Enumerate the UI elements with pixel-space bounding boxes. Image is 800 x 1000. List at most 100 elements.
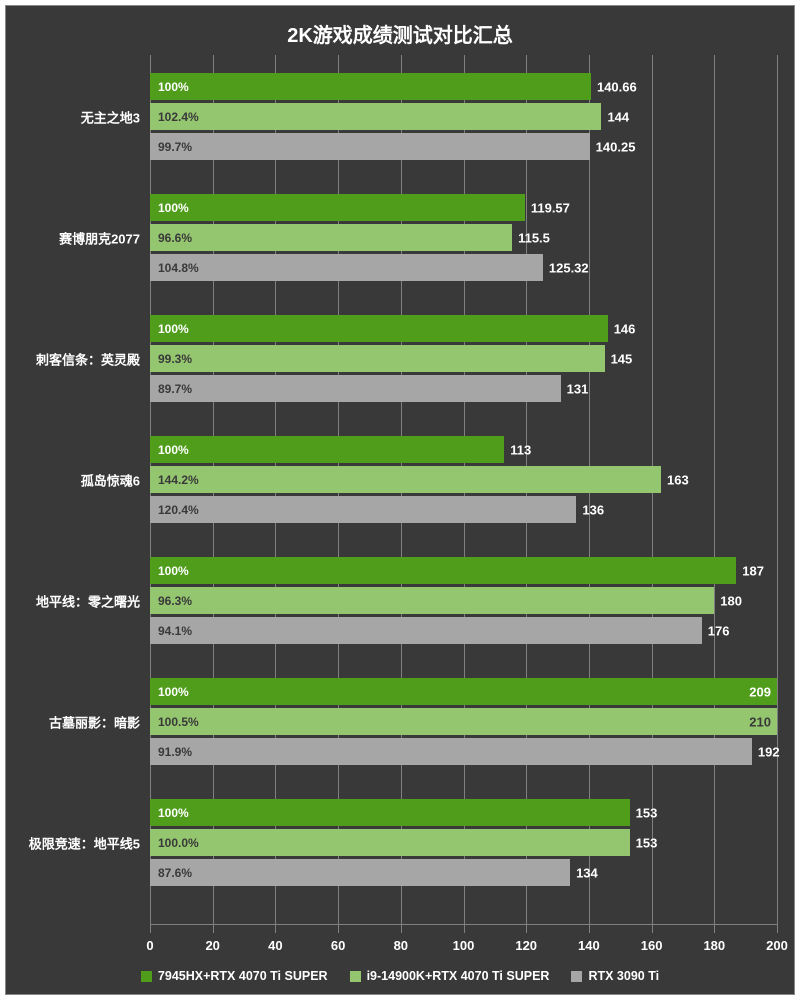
gridline bbox=[714, 55, 715, 925]
bar-value-label: 187 bbox=[742, 563, 764, 578]
bar-percent-label: 91.9% bbox=[158, 745, 192, 759]
bar-value-label: 180 bbox=[720, 593, 742, 608]
x-tick bbox=[150, 925, 151, 933]
bar: 87.6%134 bbox=[150, 859, 570, 886]
bar-value-label: 163 bbox=[667, 472, 689, 487]
bar-percent-label: 99.7% bbox=[158, 140, 192, 154]
x-tick bbox=[777, 925, 778, 933]
gridline bbox=[777, 55, 778, 925]
legend-label: RTX 3090 Ti bbox=[588, 969, 659, 983]
bar-percent-label: 104.8% bbox=[158, 261, 199, 275]
bar: 99.7%140.25 bbox=[150, 133, 590, 160]
x-axis-label: 0 bbox=[146, 938, 153, 953]
x-axis-label: 40 bbox=[268, 938, 282, 953]
category-label: 古墓丽影：暗影 bbox=[49, 712, 140, 731]
bar-value-label: 131 bbox=[567, 381, 589, 396]
x-tick bbox=[589, 925, 590, 933]
chart-title: 2K游戏成绩测试对比汇总 bbox=[5, 19, 795, 48]
bar: 104.8%125.32 bbox=[150, 254, 543, 281]
bar: 100.0%153 bbox=[150, 829, 630, 856]
x-axis-label: 20 bbox=[205, 938, 219, 953]
x-axis-label: 120 bbox=[515, 938, 537, 953]
bar-percent-label: 120.4% bbox=[158, 503, 199, 517]
bar-value-label: 153 bbox=[636, 835, 658, 850]
bar-percent-label: 100% bbox=[158, 564, 189, 578]
plot-area: 020406080100120140160180200无主之地3100%140.… bbox=[150, 55, 777, 925]
bar-percent-label: 87.6% bbox=[158, 866, 192, 880]
bar: 100%113 bbox=[150, 436, 504, 463]
bar-value-label: 153 bbox=[636, 805, 658, 820]
category-label: 极限竞速：地平线5 bbox=[29, 833, 140, 852]
bar-percent-label: 89.7% bbox=[158, 382, 192, 396]
bar-value-label: 144 bbox=[607, 109, 629, 124]
x-tick bbox=[213, 925, 214, 933]
bar-value-label: 176 bbox=[708, 623, 730, 638]
bar: 100% 209 bbox=[150, 678, 777, 705]
bar: 91.9%192 bbox=[150, 738, 752, 765]
bar-percent-label: 102.4% bbox=[158, 110, 199, 124]
x-tick bbox=[464, 925, 465, 933]
bar-percent-label: 100% bbox=[158, 201, 189, 215]
x-tick bbox=[526, 925, 527, 933]
x-axis-label: 160 bbox=[641, 938, 663, 953]
bar-value-label: 145 bbox=[611, 351, 633, 366]
legend-label: i9-14900K+RTX 4070 Ti SUPER bbox=[367, 969, 550, 983]
bar: 120.4%136 bbox=[150, 496, 576, 523]
x-axis-label: 180 bbox=[703, 938, 725, 953]
bar: 100.5% 210 bbox=[150, 708, 777, 735]
legend-item: 7945HX+RTX 4070 Ti SUPER bbox=[141, 969, 328, 983]
bar: 100%187 bbox=[150, 557, 736, 584]
x-tick bbox=[652, 925, 653, 933]
bar-value-label: 113 bbox=[510, 442, 531, 457]
bar-percent-label: 99.3% bbox=[158, 352, 192, 366]
bar-value-label: 140.66 bbox=[597, 79, 637, 94]
x-axis-label: 100 bbox=[453, 938, 475, 953]
bar: 100%140.66 bbox=[150, 73, 591, 100]
bar-value-label: 192 bbox=[758, 744, 780, 759]
bar-percent-label: 96.3% bbox=[158, 594, 192, 608]
x-axis-label: 60 bbox=[331, 938, 345, 953]
bar-percent-label: 100% bbox=[158, 806, 189, 820]
bar: 100%146 bbox=[150, 315, 608, 342]
bar-value-label: 210 bbox=[749, 714, 771, 729]
x-axis-label: 80 bbox=[394, 938, 408, 953]
legend-item: RTX 3090 Ti bbox=[571, 969, 659, 983]
category-label: 地平线：零之曙光 bbox=[36, 591, 140, 610]
bar-value-label: 119.57 bbox=[531, 200, 570, 215]
bar-value-label: 146 bbox=[614, 321, 636, 336]
category-label: 赛博朋克2077 bbox=[59, 228, 140, 247]
bar-percent-label: 100.5% bbox=[158, 715, 199, 729]
x-tick bbox=[401, 925, 402, 933]
bar-percent-label: 100% bbox=[158, 80, 189, 94]
bar-value-label: 209 bbox=[749, 684, 771, 699]
bar-percent-label: 100% bbox=[158, 685, 189, 699]
bar: 100%153 bbox=[150, 799, 630, 826]
bar-percent-label: 144.2% bbox=[158, 473, 199, 487]
bar: 96.3%180 bbox=[150, 587, 714, 614]
bar-percent-label: 100% bbox=[158, 322, 189, 336]
bar-value-label: 125.32 bbox=[549, 260, 589, 275]
bar-percent-label: 94.1% bbox=[158, 624, 192, 638]
bar: 96.6%115.5 bbox=[150, 224, 512, 251]
legend-swatch bbox=[141, 971, 152, 982]
x-axis-label: 200 bbox=[766, 938, 788, 953]
bar-value-label: 140.25 bbox=[596, 139, 636, 154]
bar-percent-label: 96.6% bbox=[158, 231, 192, 245]
x-axis-label: 140 bbox=[578, 938, 600, 953]
x-tick bbox=[275, 925, 276, 933]
bar-value-label: 134 bbox=[576, 865, 598, 880]
legend-swatch bbox=[571, 971, 582, 982]
benchmark-chart: 2K游戏成绩测试对比汇总 020406080100120140160180200… bbox=[5, 5, 795, 995]
bar-value-label: 115.5 bbox=[518, 230, 550, 245]
bar: 94.1%176 bbox=[150, 617, 702, 644]
x-tick bbox=[714, 925, 715, 933]
category-label: 孤岛惊魂6 bbox=[81, 470, 140, 489]
category-label: 刺客信条：英灵殿 bbox=[36, 349, 140, 368]
bar-percent-label: 100% bbox=[158, 443, 189, 457]
legend-label: 7945HX+RTX 4070 Ti SUPER bbox=[158, 969, 328, 983]
bar-percent-label: 100.0% bbox=[158, 836, 199, 850]
x-tick bbox=[338, 925, 339, 933]
bar: 89.7%131 bbox=[150, 375, 561, 402]
legend: 7945HX+RTX 4070 Ti SUPER i9-14900K+RTX 40… bbox=[5, 969, 795, 983]
legend-item: i9-14900K+RTX 4070 Ti SUPER bbox=[350, 969, 550, 983]
